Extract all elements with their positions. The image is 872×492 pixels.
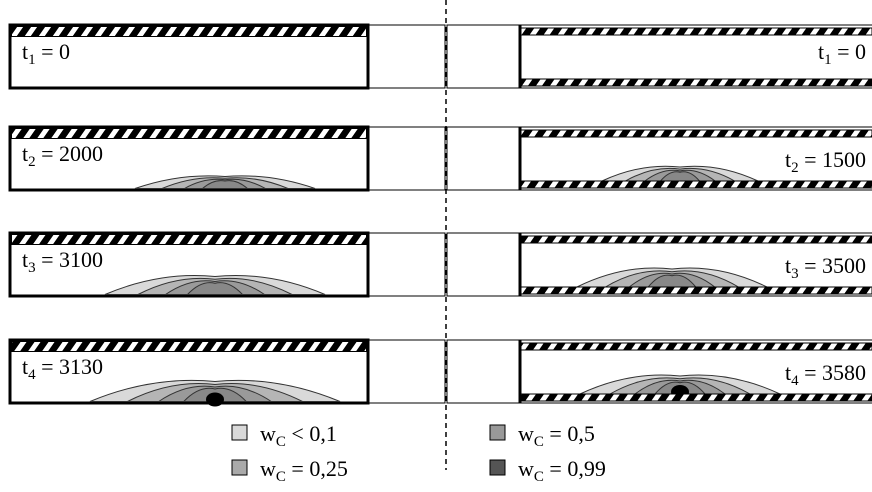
wall [520,129,872,138]
label-var: t [785,253,791,278]
label-rest: = 3130 [36,354,103,379]
label-rest: = 3500 [799,253,866,278]
wall [11,128,367,139]
label-sub: 2 [28,154,36,170]
label-rest: = 0,5 [544,421,595,446]
label: wC < 0,1 [260,421,337,450]
label-sub: 3 [791,266,799,282]
label-var: t [22,141,28,166]
wall [520,286,872,295]
label-var: t [818,39,824,64]
label-rest: < 0,1 [286,421,337,446]
wall [520,27,872,36]
wall [520,393,872,402]
label-rest: = 2000 [36,141,103,166]
extension [367,339,446,404]
extension [367,232,446,297]
label-var: w [518,421,534,446]
legend-swatch [489,459,506,476]
label: t1 = 0 [818,39,866,68]
label-var: w [260,456,276,481]
contour [201,180,249,189]
wall [520,78,872,87]
label-rest: = 0 [832,39,866,64]
extension [446,232,521,297]
extension [446,24,521,89]
label-sub: 4 [791,373,799,389]
label: t1 = 0 [22,39,70,68]
core [206,392,224,407]
label-sub: C [276,469,286,485]
label-sub: C [276,434,286,450]
label-rest: = 3580 [799,360,866,385]
label-rest: = 1500 [799,147,866,172]
label-var: t [785,147,791,172]
wall [520,180,872,189]
wall [11,26,367,37]
label: t4 = 3580 [785,360,866,389]
legend-swatch [231,424,248,441]
label-var: t [22,354,28,379]
label-rest: = 3100 [36,247,103,272]
contour [659,171,701,182]
label-sub: 4 [28,367,36,383]
label: wC = 0,5 [518,421,595,450]
extension [446,126,521,191]
legend-swatch [231,459,248,476]
label-var: t [22,247,28,272]
label: t3 = 3500 [785,253,866,282]
label-rest: = 0,99 [544,456,606,481]
wall [11,341,367,352]
contour [186,282,244,295]
label: t3 = 3100 [22,247,103,276]
label: wC = 0,25 [260,456,348,485]
label-sub: 1 [824,52,832,68]
wall [520,342,872,351]
label-var: w [518,456,534,481]
label-rest: = 0 [36,39,70,64]
extension [446,339,521,404]
extension [367,126,446,191]
label: t4 = 3130 [22,354,103,383]
label-rest: = 0,25 [286,456,348,481]
label-var: w [260,421,276,446]
legend-swatch [489,424,506,441]
label-sub: 3 [28,260,36,276]
contour [647,274,697,288]
label-sub: 2 [791,160,799,176]
label: t2 = 2000 [22,141,103,170]
label-sub: 1 [28,52,36,68]
label-var: t [22,39,28,64]
label-var: t [785,360,791,385]
label-sub: C [534,434,544,450]
label: wC = 0,99 [518,456,606,485]
wall [520,235,872,244]
label: t2 = 1500 [785,147,866,176]
extension [367,24,446,89]
wall [11,234,367,245]
label-sub: C [534,469,544,485]
